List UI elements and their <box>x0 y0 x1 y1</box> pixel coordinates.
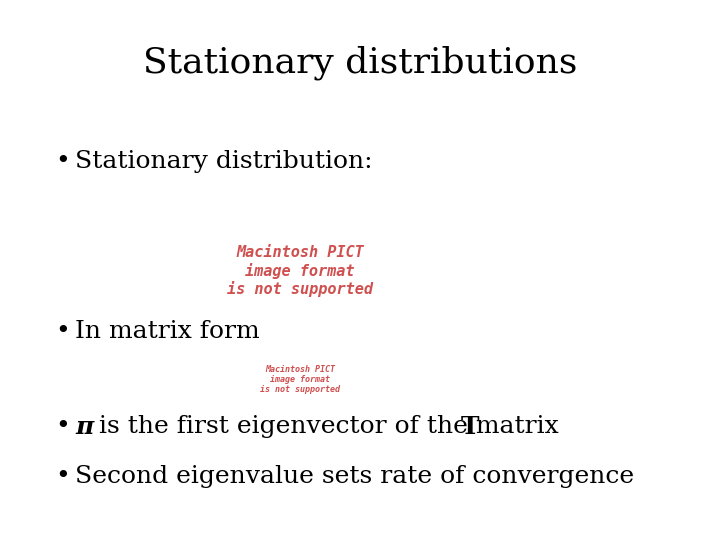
Text: •: • <box>55 150 70 173</box>
Text: •: • <box>55 415 70 438</box>
Text: Stationary distributions: Stationary distributions <box>143 45 577 79</box>
Text: Macintosh PICT: Macintosh PICT <box>236 245 364 260</box>
Text: •: • <box>55 320 70 343</box>
Text: •: • <box>55 465 70 488</box>
Text: is not supported: is not supported <box>260 385 340 394</box>
Text: In matrix form: In matrix form <box>75 320 260 343</box>
Text: image format: image format <box>270 375 330 384</box>
Text: is the first eigenvector of the matrix: is the first eigenvector of the matrix <box>91 415 567 438</box>
Text: Stationary distribution:: Stationary distribution: <box>75 150 373 173</box>
Text: π: π <box>75 415 94 439</box>
Text: image format: image format <box>246 263 355 279</box>
Text: Second eigenvalue sets rate of convergence: Second eigenvalue sets rate of convergen… <box>75 465 634 488</box>
Text: is not supported: is not supported <box>227 281 373 297</box>
Text: T: T <box>461 415 480 439</box>
Text: Macintosh PICT: Macintosh PICT <box>265 365 335 374</box>
